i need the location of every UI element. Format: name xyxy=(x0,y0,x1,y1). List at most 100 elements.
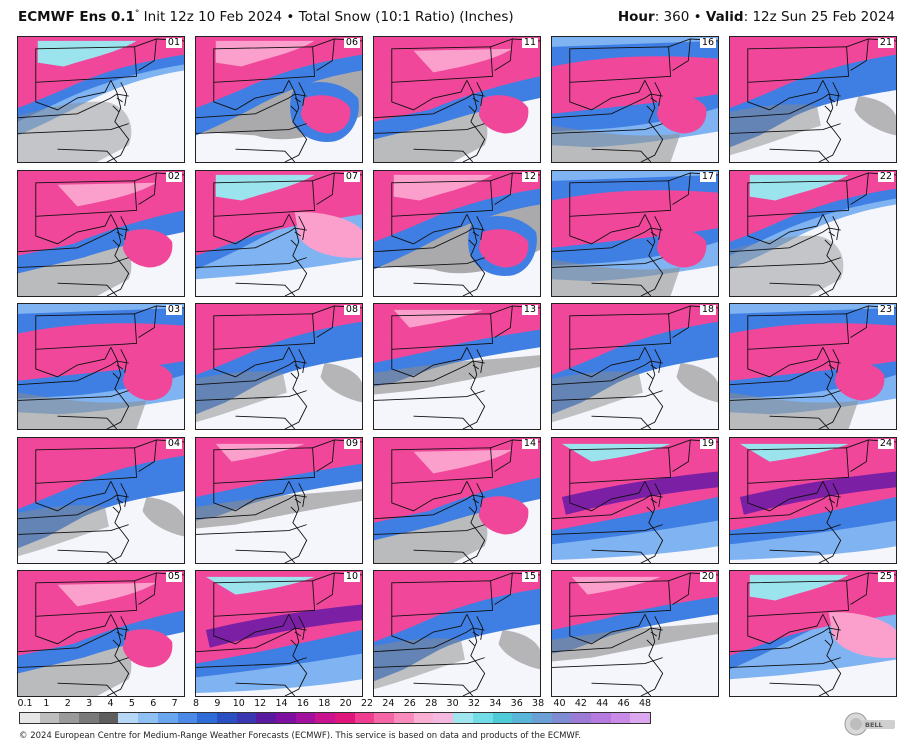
snow-map xyxy=(374,304,540,429)
colorbar-cell xyxy=(275,713,296,723)
colorbar-tick-label: 8 xyxy=(193,698,200,709)
colorbar-cell xyxy=(177,713,198,723)
ensemble-member-grid: 01 06 11 16 21 02 07 12 17 22 03 08 13 18 23 04 09 14 19 24… xyxy=(17,36,897,698)
member-label: 10 xyxy=(343,571,360,582)
member-label: 14 xyxy=(521,437,538,449)
colorbar-cell xyxy=(197,713,217,723)
snow-map xyxy=(730,170,896,296)
colorbar-tick-label: 28 xyxy=(425,698,438,709)
member-label: 15 xyxy=(521,571,538,582)
valid-label: Valid xyxy=(705,9,744,25)
colorbar-tick-label: 4 xyxy=(107,698,114,709)
snow-map xyxy=(552,37,718,162)
colorbar-tick-label: 14 xyxy=(275,698,288,709)
member-label: 13 xyxy=(521,304,538,315)
snow-map xyxy=(196,437,362,563)
colorbar-tick-label: 36 xyxy=(510,698,523,709)
colorbar-cell xyxy=(413,713,434,723)
snow-map xyxy=(18,571,184,696)
valid-time: Hour: 360 • Valid: 12z Sun 25 Feb 2024 xyxy=(618,9,895,25)
member-label: 25 xyxy=(877,571,894,582)
ensemble-panel: 10 xyxy=(195,570,363,697)
ensemble-panel: 25 xyxy=(729,570,897,697)
ensemble-panel: 12 xyxy=(373,169,541,297)
colorbar-tick-label: 24 xyxy=(382,698,395,709)
colorbar-cell xyxy=(256,713,276,723)
valid-value: : 12z Sun 25 Feb 2024 xyxy=(743,9,895,25)
ensemble-panel: 20 xyxy=(551,570,719,697)
ensemble-panel: 13 xyxy=(373,303,541,430)
snow-map xyxy=(374,571,540,696)
member-label: 19 xyxy=(699,437,716,449)
member-label: 06 xyxy=(343,37,360,48)
colorbar-tick-label: 1 xyxy=(43,698,50,709)
ensemble-panel: 15 xyxy=(373,570,541,697)
colorbar-cell xyxy=(571,713,591,723)
ensemble-panel: 03 xyxy=(17,303,185,430)
colorbar-cell xyxy=(512,713,532,723)
hour-value: : 360 • xyxy=(654,9,706,25)
colorbar-cell xyxy=(590,713,611,723)
colorbar-ticks: 0.1 1 2 3 4 5 6 7 8 9 10 12 14 16 18 20 22 24 26 28 30 32 34 36… xyxy=(17,698,651,710)
ensemble-panel: 11 xyxy=(373,36,541,163)
member-label: 23 xyxy=(877,304,894,315)
snow-map xyxy=(374,37,540,162)
snow-map xyxy=(18,437,184,563)
colorbar-tick-label: 2 xyxy=(64,698,71,709)
colorbar-cell xyxy=(374,713,395,723)
member-label: 04 xyxy=(165,437,182,449)
snow-map xyxy=(196,37,362,162)
colorbar-cell xyxy=(630,713,650,723)
colorbar-cell xyxy=(335,713,355,723)
svg-text:BELL: BELL xyxy=(865,721,883,729)
snow-map xyxy=(552,437,718,563)
colorbar-cell xyxy=(157,713,178,723)
member-label: 03 xyxy=(165,304,182,315)
colorbar-cell xyxy=(138,713,158,723)
member-label: 21 xyxy=(877,37,894,48)
colorbar-tick-label: 46 xyxy=(617,698,630,709)
member-label: 16 xyxy=(699,37,716,48)
colorbar-tick-label: 6 xyxy=(150,698,157,709)
copyright-footer: © 2024 European Centre for Medium-Range … xyxy=(19,731,582,741)
map-info: Init 12z 10 Feb 2024 • Total Snow (10:1 … xyxy=(143,9,514,25)
ensemble-panel: 21 xyxy=(729,36,897,163)
colorbar-cell xyxy=(59,713,80,723)
ensemble-panel: 02 xyxy=(17,169,185,297)
member-label: 24 xyxy=(877,437,894,449)
colorbar xyxy=(19,712,651,724)
snow-map xyxy=(18,304,184,429)
colorbar-cell xyxy=(433,713,454,723)
ensemble-panel: 22 xyxy=(729,169,897,297)
colorbar-tick-label: 42 xyxy=(574,698,587,709)
snow-map xyxy=(552,304,718,429)
colorbar-tick-label: 0.1 xyxy=(17,698,33,709)
member-label: 09 xyxy=(343,437,360,449)
member-label: 08 xyxy=(343,304,360,315)
snow-map xyxy=(196,170,362,296)
snow-map xyxy=(730,304,896,429)
colorbar-tick-label: 26 xyxy=(403,698,416,709)
colorbar-tick-label: 12 xyxy=(254,698,267,709)
member-label: 05 xyxy=(165,571,182,582)
member-label: 20 xyxy=(699,571,716,582)
colorbar-tick-label: 10 xyxy=(232,698,245,709)
ensemble-panel: 07 xyxy=(195,169,363,297)
snow-map xyxy=(730,571,896,696)
colorbar-cell xyxy=(20,713,40,723)
colorbar-tick-label: 30 xyxy=(446,698,459,709)
colorbar-tick-label: 5 xyxy=(128,698,135,709)
ensemble-panel: 24 xyxy=(729,436,897,564)
colorbar-cell xyxy=(472,713,493,723)
colorbar-tick-label: 20 xyxy=(339,698,352,709)
colorbar-tick-label: 7 xyxy=(171,698,178,709)
colorbar-cell xyxy=(354,713,375,723)
colorbar-cell xyxy=(394,713,414,723)
ensemble-panel: 18 xyxy=(551,303,719,430)
colorbar-tick-label: 18 xyxy=(318,698,331,709)
colorbar-tick-label: 3 xyxy=(86,698,93,709)
ensemble-panel: 04 xyxy=(17,436,185,564)
snow-map xyxy=(196,304,362,429)
degree-symbol: ° xyxy=(134,9,140,19)
colorbar-cell xyxy=(531,713,552,723)
